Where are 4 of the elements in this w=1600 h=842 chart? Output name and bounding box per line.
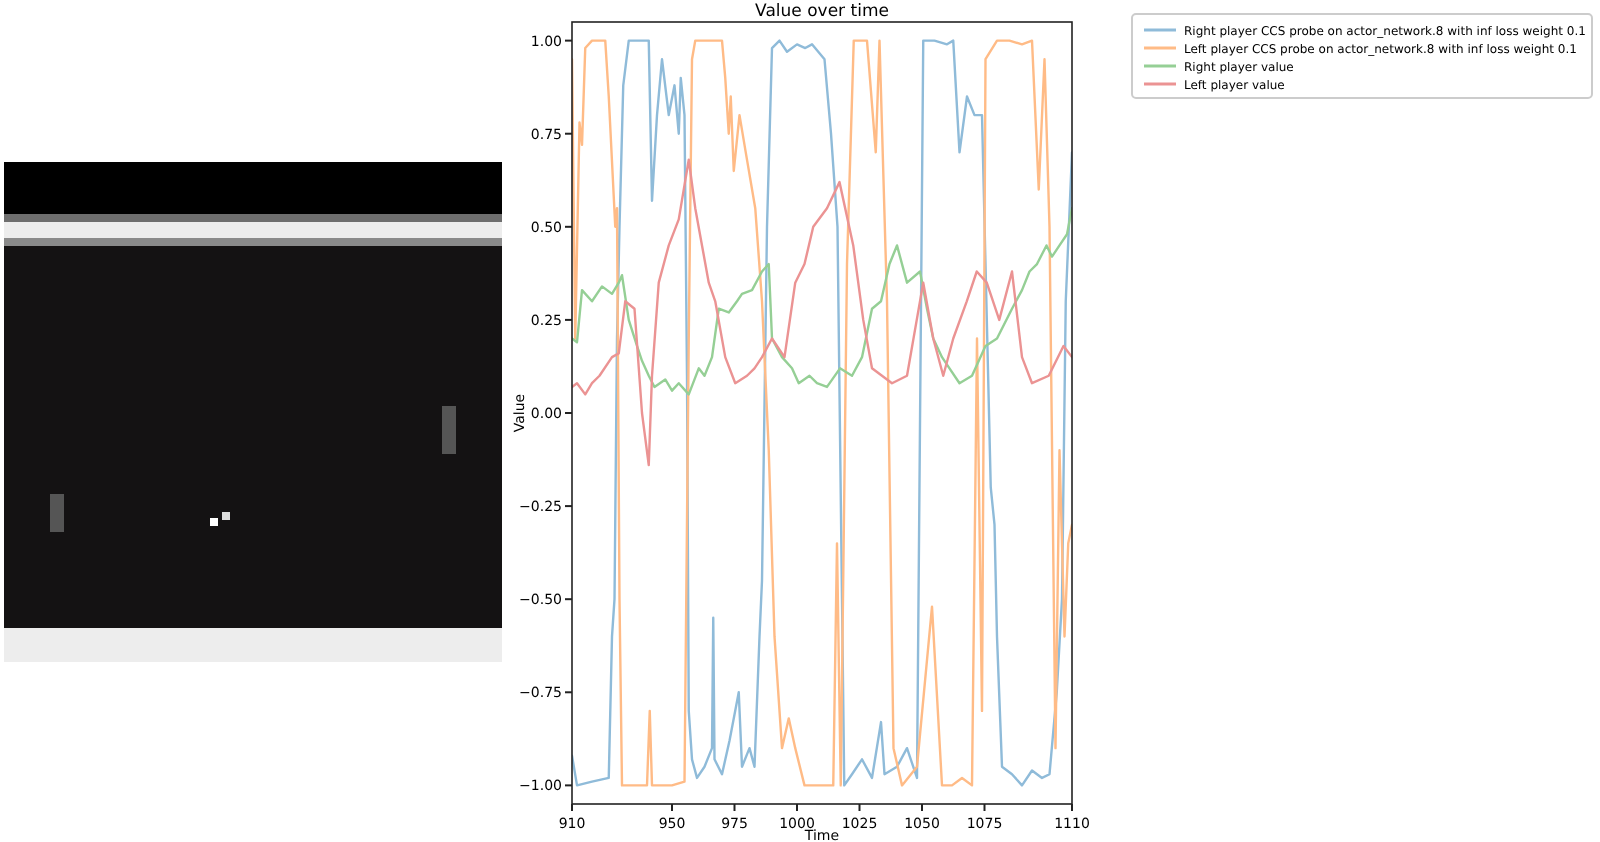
line-series [572,158,1072,467]
line-series [572,39,1072,787]
line-series [572,206,1072,396]
chart-title: Value over time [755,2,889,22]
